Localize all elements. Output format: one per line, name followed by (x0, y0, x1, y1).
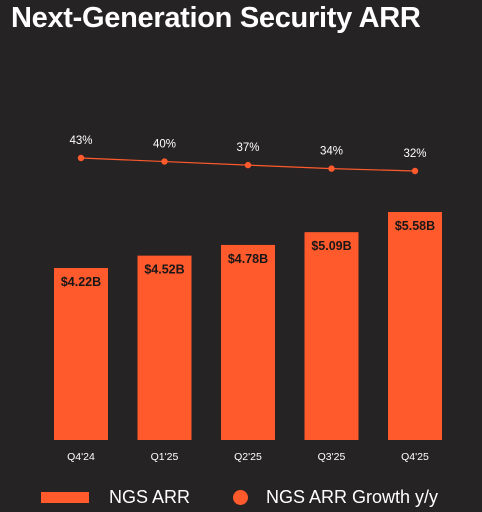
x-tick-label: Q4'25 (401, 451, 429, 463)
growth-value-label: 43% (69, 135, 92, 147)
growth-value-label: 32% (403, 148, 426, 160)
growth-value-label: 37% (236, 142, 259, 154)
growth-value-label: 34% (320, 146, 343, 158)
bar (388, 212, 442, 440)
bar (54, 268, 108, 440)
bar-value-label: $4.22B (61, 275, 101, 289)
bar (221, 244, 275, 440)
growth-value-label: 40% (153, 139, 176, 151)
growth-point (161, 158, 168, 165)
legend-line-swatch (233, 490, 248, 505)
growth-point (328, 165, 335, 172)
x-tick-label: Q1'25 (151, 451, 179, 463)
legend: NGS ARR NGS ARR Growth y/y (0, 484, 482, 512)
x-tick-label: Q3'25 (318, 451, 346, 463)
legend-bar-swatch (41, 492, 89, 503)
x-tick-label: Q4'24 (67, 451, 95, 463)
bar-value-label: $4.78B (228, 252, 268, 266)
growth-point (411, 167, 419, 175)
growth-point (77, 154, 85, 162)
legend-line-label: NGS ARR Growth y/y (266, 487, 439, 507)
bar (304, 232, 359, 440)
bar-value-label: $5.58B (395, 219, 435, 233)
x-tick-label: Q2'25 (234, 451, 262, 463)
chart-area: $4.22B Q4'24 $4.52B Q1'25 $4.78B Q2'25 $5.09B Q… (54, 135, 442, 463)
chart-title: Next-Generation Security ARR (11, 2, 421, 34)
growth-point (244, 161, 252, 169)
bar-value-label: $5.09B (311, 239, 351, 253)
legend-bar-label: NGS ARR (109, 487, 191, 507)
bar (137, 255, 192, 440)
bar-value-label: $4.52B (144, 263, 184, 277)
